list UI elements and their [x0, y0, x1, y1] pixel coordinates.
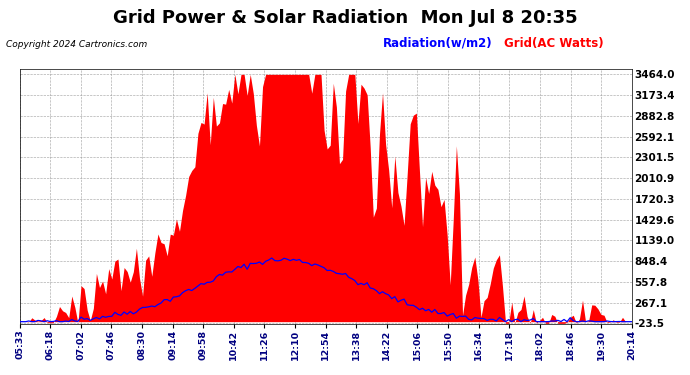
Text: Radiation(w/m2): Radiation(w/m2): [383, 37, 493, 50]
Text: Copyright 2024 Cartronics.com: Copyright 2024 Cartronics.com: [6, 40, 147, 49]
Text: Grid(AC Watts): Grid(AC Watts): [504, 37, 603, 50]
Text: Grid Power & Solar Radiation  Mon Jul 8 20:35: Grid Power & Solar Radiation Mon Jul 8 2…: [112, 9, 578, 27]
